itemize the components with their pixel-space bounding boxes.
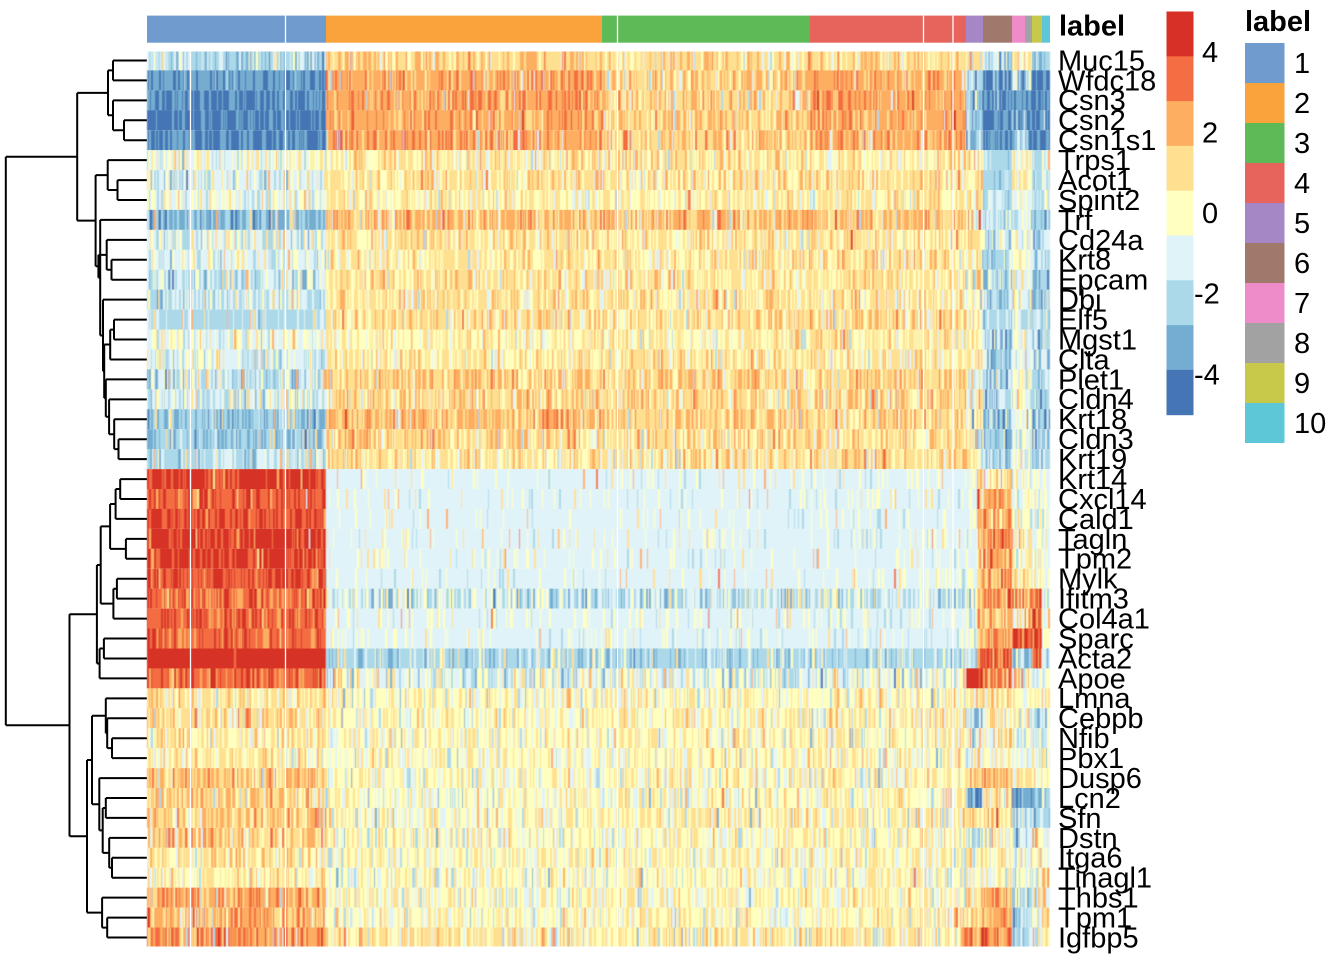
svg-text:1: 1 [1294, 48, 1310, 80]
svg-text:Sparc: Sparc [1058, 623, 1134, 655]
svg-text:Nfib: Nfib [1058, 723, 1110, 755]
svg-text:Spint2: Spint2 [1058, 185, 1140, 217]
svg-text:Pbx1: Pbx1 [1058, 743, 1124, 775]
svg-text:Acta2: Acta2 [1058, 643, 1132, 675]
svg-text:label: label [1059, 11, 1125, 43]
svg-text:Cldn4: Cldn4 [1058, 384, 1134, 416]
svg-text:Sfn: Sfn [1058, 803, 1102, 835]
svg-text:Lmna: Lmna [1058, 683, 1131, 715]
svg-text:Cd24a: Cd24a [1058, 225, 1144, 257]
svg-text:Cxcl14: Cxcl14 [1058, 484, 1147, 516]
svg-text:Krt19: Krt19 [1058, 444, 1127, 476]
svg-text:-4: -4 [1194, 359, 1220, 391]
svg-text:Csn1s1: Csn1s1 [1058, 125, 1156, 157]
svg-text:Krt14: Krt14 [1058, 464, 1127, 496]
svg-text:0: 0 [1202, 198, 1218, 230]
svg-text:Mylk: Mylk [1058, 564, 1118, 596]
svg-text:2: 2 [1294, 88, 1310, 120]
svg-text:Krt18: Krt18 [1058, 404, 1127, 436]
svg-text:8: 8 [1294, 328, 1310, 360]
svg-text:2: 2 [1202, 117, 1218, 149]
svg-text:7: 7 [1294, 288, 1310, 320]
svg-text:Cebpb: Cebpb [1058, 703, 1143, 735]
svg-text:Trps1: Trps1 [1058, 145, 1131, 177]
svg-text:Lcn2: Lcn2 [1058, 783, 1121, 815]
svg-text:Dbi: Dbi [1058, 285, 1102, 317]
svg-text:label: label [1245, 6, 1311, 38]
svg-text:Dstn: Dstn [1058, 823, 1118, 855]
svg-text:Tagln: Tagln [1058, 524, 1127, 556]
svg-text:Col4a1: Col4a1 [1058, 604, 1150, 636]
svg-text:Cldn3: Cldn3 [1058, 424, 1134, 456]
svg-text:Clta: Clta [1058, 344, 1110, 376]
svg-text:Igfbp5: Igfbp5 [1058, 922, 1139, 954]
svg-text:3: 3 [1294, 128, 1310, 160]
svg-text:Apoe: Apoe [1058, 663, 1126, 695]
svg-text:Itga6: Itga6 [1058, 843, 1123, 875]
svg-text:Cald1: Cald1 [1058, 504, 1134, 536]
svg-text:Tinagl1: Tinagl1 [1058, 863, 1152, 895]
svg-text:Mgst1: Mgst1 [1058, 324, 1137, 356]
svg-text:Plet1: Plet1 [1058, 364, 1124, 396]
svg-text:Muc15: Muc15 [1058, 45, 1145, 77]
svg-text:-2: -2 [1194, 279, 1220, 311]
svg-text:9: 9 [1294, 368, 1310, 400]
svg-text:Csn3: Csn3 [1058, 85, 1126, 117]
svg-text:4: 4 [1202, 37, 1218, 69]
svg-text:Csn2: Csn2 [1058, 105, 1126, 137]
svg-text:Epcam: Epcam [1058, 265, 1148, 297]
svg-text:Acot1: Acot1 [1058, 165, 1132, 197]
svg-text:Elf5: Elf5 [1058, 305, 1108, 337]
svg-text:Trf: Trf [1058, 205, 1093, 237]
svg-text:Ifitm3: Ifitm3 [1058, 584, 1129, 616]
svg-text:5: 5 [1294, 208, 1310, 240]
svg-text:Dusp6: Dusp6 [1058, 763, 1142, 795]
svg-text:6: 6 [1294, 248, 1310, 280]
svg-text:Tpm2: Tpm2 [1058, 544, 1132, 576]
svg-text:Krt8: Krt8 [1058, 245, 1111, 277]
svg-text:4: 4 [1294, 168, 1310, 200]
svg-text:Wfdc18: Wfdc18 [1058, 65, 1156, 97]
svg-text:Tpm1: Tpm1 [1058, 903, 1132, 935]
svg-text:Thbs1: Thbs1 [1058, 883, 1139, 915]
svg-text:10: 10 [1294, 408, 1326, 440]
